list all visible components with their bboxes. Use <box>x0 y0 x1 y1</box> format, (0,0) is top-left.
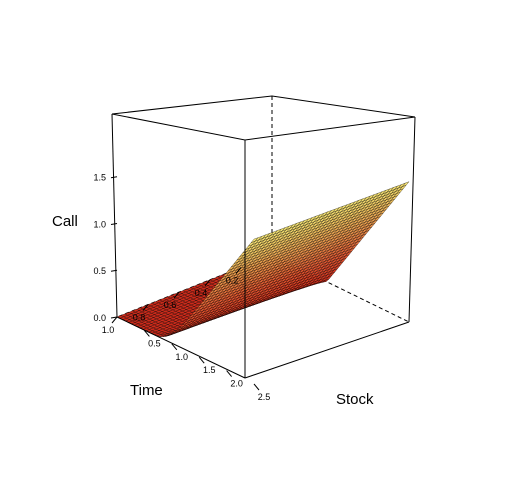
time-tick <box>204 279 211 287</box>
time-tick-label: 0.8 <box>133 313 146 323</box>
y-axis: Time 0.2 0.4 0.6 0.8 1.0 <box>102 267 242 399</box>
stock-tick-label: 0.5 <box>148 338 161 348</box>
z-axis-title: Call <box>52 213 78 230</box>
z-tick <box>110 222 118 225</box>
time-tick <box>111 316 118 324</box>
z-tick-label: 1.0 <box>93 219 106 229</box>
x-axis-title: Stock <box>336 391 374 408</box>
stock-tick <box>226 370 232 377</box>
box-front <box>111 113 416 379</box>
time-tick-label: 0.6 <box>164 300 177 310</box>
call-surface <box>116 181 410 337</box>
stock-tick <box>253 383 260 391</box>
time-tick-label: 0.2 <box>226 275 239 285</box>
stock-tick <box>198 356 205 364</box>
z-axis: Call 0.0 0.5 1.0 1.5 <box>52 173 118 323</box>
time-tick-label: 0.4 <box>195 288 208 298</box>
stock-tick-label: 1.5 <box>203 365 216 375</box>
z-tick-label: 1.5 <box>93 173 106 183</box>
time-tick <box>142 304 149 311</box>
time-tick <box>173 291 180 299</box>
stock-tick <box>171 343 178 351</box>
stock-tick-label: 1.0 <box>176 352 189 362</box>
z-tick <box>110 316 118 319</box>
z-tick-label: 0.0 <box>93 313 106 323</box>
stock-tick-label: 2.5 <box>258 392 271 402</box>
box-back <box>111 95 416 323</box>
surface-facet <box>250 237 259 243</box>
time-tick-label: 1.0 <box>102 325 115 335</box>
stock-tick <box>144 330 150 337</box>
time-tick <box>235 267 242 274</box>
z-tick-label: 0.5 <box>93 266 106 276</box>
y-axis-title: Time <box>130 382 163 399</box>
z-tick <box>110 176 118 179</box>
z-tick <box>110 269 118 272</box>
x-axis: Stock 0.5 1.0 1.5 2.0 2.5 <box>144 330 374 408</box>
stock-tick-label: 2.0 <box>230 379 243 389</box>
